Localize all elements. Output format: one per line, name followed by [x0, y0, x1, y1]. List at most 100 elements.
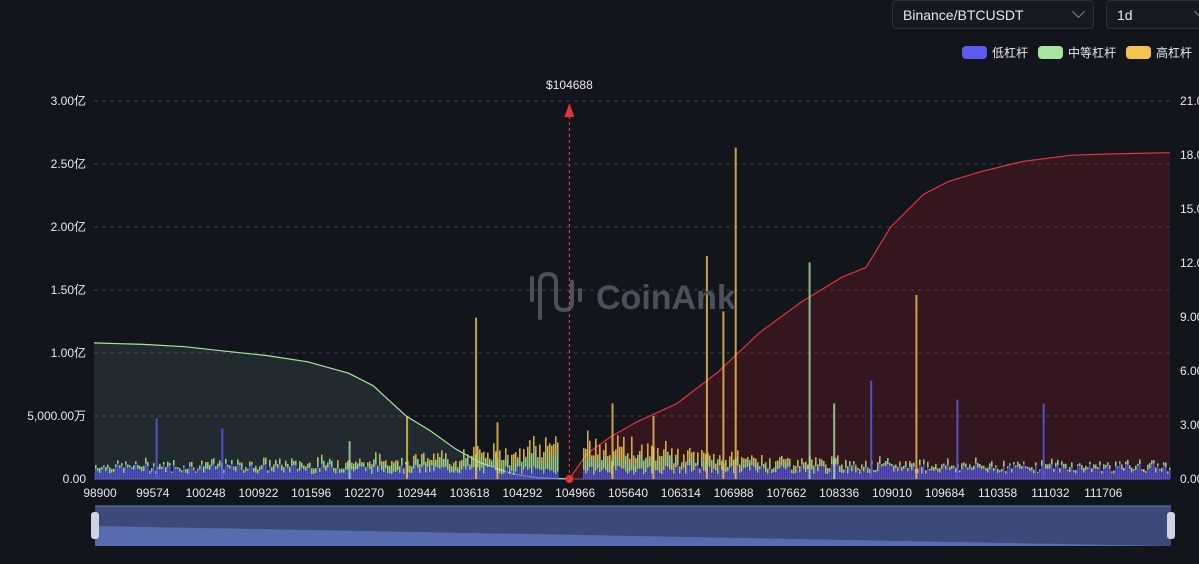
liquidation-bar: [437, 459, 439, 468]
liquidation-bar: [309, 467, 311, 479]
liquidation-bar: [1061, 464, 1063, 479]
liquidation-bar: [531, 473, 533, 479]
liquidation-bar: [109, 467, 111, 474]
liquidation-bar: [125, 461, 127, 465]
liquidation-bar: [763, 468, 765, 479]
liquidation-spike: [348, 441, 351, 479]
liquidation-bar: [765, 463, 767, 473]
liquidation-bar: [1025, 466, 1027, 469]
y-right-tick-label: 12.0: [1180, 256, 1199, 270]
liquidation-bar: [601, 461, 603, 471]
liquidation-bar: [741, 462, 743, 472]
liquidation-bar: [169, 465, 171, 479]
liquidation-bar: [1019, 463, 1021, 469]
liquidation-bar: [1047, 464, 1049, 469]
liquidation-bar: [285, 461, 287, 467]
liquidation-bar: [1009, 465, 1011, 479]
liquidation-bar: [291, 458, 293, 460]
liquidation-bar: [997, 468, 999, 473]
liquidation-bar: [1125, 461, 1127, 464]
exchange-select-value: Binance/BTCUSDT: [903, 6, 1024, 23]
liquidation-bar: [979, 464, 981, 468]
legend-item-low[interactable]: 低杠杆: [962, 44, 1028, 61]
zoom-handle-right: [1167, 512, 1175, 539]
liquidation-bar: [487, 460, 489, 468]
liquidation-bar: [711, 464, 713, 473]
liquidation-bar: [471, 455, 473, 458]
liquidation-bar: [877, 471, 879, 479]
liquidation-bar: [1073, 472, 1075, 479]
liquidation-bar: [145, 458, 147, 464]
liquidation-bar: [525, 459, 527, 467]
liquidation-bar: [151, 471, 153, 479]
liquidation-bar: [989, 469, 991, 479]
liquidation-bar: [863, 466, 865, 468]
liquidation-bar: [657, 447, 659, 457]
liquidation-bar: [745, 458, 747, 460]
liquidation-bar: [375, 456, 377, 465]
liquidation-bar: [703, 459, 705, 471]
liquidation-bar: [377, 471, 379, 479]
liquidation-bar: [837, 455, 839, 459]
liquidation-bar: [787, 461, 789, 467]
liquidation-bar: [655, 470, 657, 479]
liquidation-bar: [961, 463, 963, 470]
liquidation-bar: [889, 462, 891, 466]
liquidation-bar: [847, 473, 849, 479]
liquidation-bar: [443, 467, 445, 479]
liquidation-bar: [435, 466, 437, 479]
liquidation-bar: [693, 470, 695, 479]
liquidation-bar: [1109, 468, 1111, 479]
liquidation-bar: [523, 455, 525, 470]
liquidation-bar: [1035, 462, 1037, 466]
liquidation-bar: [337, 463, 339, 469]
exchange-select[interactable]: Binance/BTCUSDT: [892, 0, 1094, 29]
period-select[interactable]: 1d: [1106, 0, 1199, 29]
liquidation-bar: [659, 473, 661, 479]
liquidation-bar: [913, 462, 915, 464]
liquidation-bar: [867, 469, 869, 473]
liquidation-bar: [1033, 473, 1035, 479]
liquidation-bars: [95, 430, 1171, 479]
liquidation-bar: [689, 457, 691, 466]
liquidation-bar: [203, 466, 205, 467]
liquidation-bar: [481, 467, 483, 479]
y-axis-left: 0.00 5,000.00万 1.00亿 1.50亿 2.00亿 2.50亿 3.00亿: [27, 93, 86, 486]
liquidation-bar: [655, 463, 657, 471]
liquidation-bar: [629, 464, 631, 472]
liquidation-bar: [615, 470, 617, 479]
liquidation-bar: [973, 469, 975, 479]
liquidation-bar: [815, 460, 817, 466]
zoom-slider[interactable]: [91, 505, 1175, 546]
liquidation-bar: [921, 466, 923, 468]
liquidation-bar: [749, 460, 751, 462]
liquidation-bar: [651, 445, 653, 459]
liquidation-bar: [1039, 469, 1041, 472]
liquidation-bar: [147, 466, 149, 479]
liquidation-bar: [679, 466, 681, 469]
liquidation-bar: [645, 472, 647, 479]
liquidation-bar: [513, 453, 515, 468]
liquidation-bar: [895, 467, 897, 479]
legend-item-medium[interactable]: 中等杠杆: [1038, 44, 1116, 61]
liquidation-bar: [203, 472, 205, 479]
liquidation-bar: [1081, 469, 1083, 479]
liquidation-spike: [722, 311, 725, 479]
liquidation-bar: [781, 457, 783, 466]
liquidation-bar: [465, 459, 467, 470]
liquidation-bar: [773, 467, 775, 473]
liquidation-bar: [133, 465, 135, 470]
liquidation-bar: [949, 466, 951, 468]
liquidation-bar: [799, 466, 801, 470]
liquidation-bar: [1133, 470, 1135, 479]
liquidation-bar: [805, 461, 807, 466]
liquidation-bar: [123, 467, 125, 473]
liquidation-bar: [1169, 467, 1171, 470]
legend-item-high[interactable]: 高杠杆: [1126, 44, 1192, 61]
liquidation-bar: [777, 460, 779, 466]
liquidation-bar: [357, 469, 359, 479]
liquidation-bar: [795, 466, 797, 470]
liquidation-bar: [301, 467, 303, 479]
liquidation-bar: [969, 468, 971, 479]
